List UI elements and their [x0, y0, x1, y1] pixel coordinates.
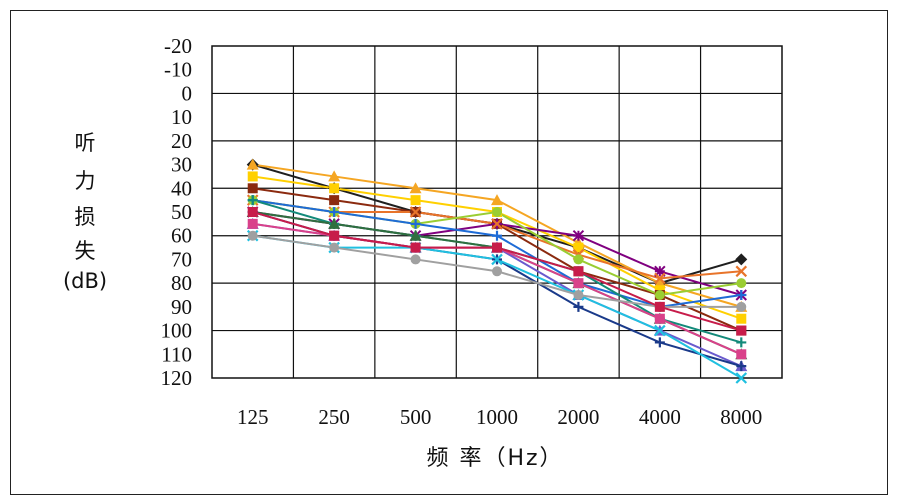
x-tick-label: 4000: [639, 405, 681, 429]
data-point: [654, 324, 666, 337]
data-point: [410, 218, 421, 229]
y-tick-label: 70: [171, 247, 192, 271]
data-point: [247, 195, 258, 206]
data-point: [492, 230, 502, 241]
y-axis-label-char: (dB): [63, 269, 107, 293]
x-tick-label: 500: [400, 405, 432, 429]
data-point: [409, 206, 422, 218]
data-point: [410, 254, 421, 265]
data-point: [654, 290, 665, 300]
data-point: [736, 313, 747, 324]
y-tick-label: 60: [171, 224, 192, 248]
x-tick-label: 1000: [476, 405, 518, 429]
data-point: [654, 313, 665, 324]
data-point: [247, 171, 258, 182]
y-tick-label: 40: [171, 176, 192, 200]
data-point: [573, 254, 584, 265]
data-point: [736, 278, 747, 289]
data-point: [573, 266, 584, 277]
data-point: [735, 265, 748, 278]
plot-border: [211, 45, 783, 379]
data-point: [735, 253, 748, 266]
data-point: [491, 253, 503, 266]
data-point: [736, 337, 747, 348]
data-point: [654, 265, 666, 277]
data-point: [328, 170, 341, 182]
data-point: [247, 218, 258, 229]
data-point: [409, 229, 422, 241]
data-point: [654, 272, 666, 285]
x-tick-labels: 125 250 500 1000 2000 4000 8000: [237, 405, 762, 429]
data-point: [654, 337, 665, 348]
x-tick-label: 250: [318, 405, 350, 429]
data-point: [736, 301, 747, 312]
y-axis-label-char: 损: [75, 205, 96, 229]
y-tick-label: 110: [161, 342, 192, 366]
y-tick-label: 120: [161, 366, 193, 390]
data-point: [492, 266, 502, 277]
data-point: [409, 182, 422, 194]
y-tick-label: 30: [171, 153, 192, 177]
data-point: [492, 207, 502, 217]
y-tick-label: 10: [171, 105, 192, 129]
y-axis-label-char: 听: [75, 131, 96, 155]
y-tick-label: -10: [164, 58, 192, 82]
data-point: [736, 361, 747, 372]
data-point: [247, 230, 258, 241]
data-point: [410, 195, 421, 206]
data-point: [247, 207, 258, 217]
data-point: [492, 242, 502, 253]
data-point: [573, 301, 584, 312]
y-tick-label: 20: [171, 129, 192, 153]
series-markers: [246, 158, 748, 384]
data-point: [573, 242, 584, 253]
y-tick-label: 80: [171, 271, 192, 295]
y-axis-label-char: 力: [75, 169, 96, 193]
data-point: [247, 183, 258, 194]
data-point: [329, 183, 340, 194]
data-point: [573, 278, 584, 289]
data-point: [654, 301, 665, 312]
data-point: [329, 242, 340, 253]
data-point: [491, 218, 503, 230]
y-tick-label: -20: [164, 34, 192, 58]
data-point: [246, 158, 259, 170]
y-tick-label: 0: [182, 81, 193, 105]
data-point: [572, 230, 585, 242]
data-point: [736, 349, 747, 360]
data-point: [329, 230, 340, 241]
x-tick-label: 125: [237, 405, 269, 429]
x-tick-label: 2000: [557, 405, 599, 429]
data-point: [329, 207, 340, 217]
y-tick-label: 50: [171, 200, 192, 224]
data-point: [736, 290, 747, 300]
y-tick-label: 90: [171, 295, 192, 319]
data-point: [410, 242, 421, 253]
data-point: [329, 195, 340, 206]
data-point: [491, 194, 503, 206]
data-point: [735, 372, 748, 384]
data-point: [573, 290, 584, 300]
x-tick-label: 8000: [720, 405, 762, 429]
data-point: [328, 217, 341, 229]
y-tick-label: 100: [161, 319, 193, 343]
x-axis-label: 频 率（Hz）: [426, 446, 563, 471]
data-point: [736, 325, 747, 336]
y-axis-label-char: 失: [75, 239, 96, 263]
